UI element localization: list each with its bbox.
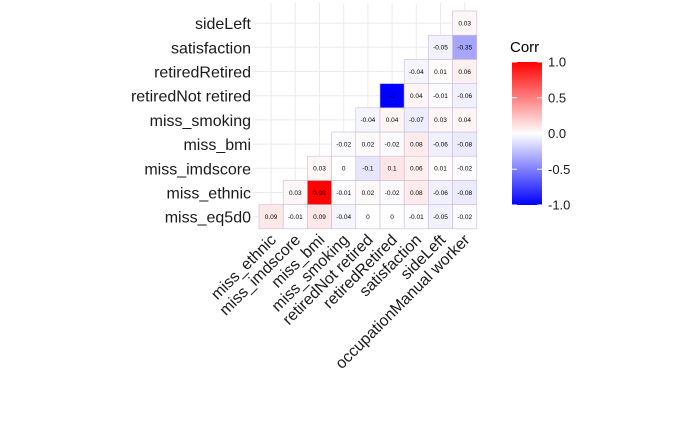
cell-value-label: 0 <box>342 166 346 173</box>
row-label: miss_ethnic <box>167 186 251 203</box>
cell-value-label: -0.06 <box>433 141 448 148</box>
heatmap-cell <box>355 180 381 205</box>
heatmap-cell <box>452 34 478 60</box>
row-label: sideLeft <box>195 16 252 33</box>
cell-value-label: -0.04 <box>336 214 351 221</box>
cell-value-label: -0.02 <box>385 141 400 148</box>
heatmap-cell <box>428 155 453 181</box>
cell-value-label: -0.01 <box>288 214 303 221</box>
cell-value-label: 0.04 <box>458 117 471 124</box>
heatmap-cell <box>452 180 478 205</box>
cell-value-label: -0.05 <box>433 45 448 52</box>
cell-value-label: 0.04 <box>386 117 399 124</box>
row-label: retiredNot retired <box>131 89 251 106</box>
cell-value-label: 0.03 <box>313 166 326 173</box>
cell-value-label: -0.02 <box>457 214 472 221</box>
cell-value-label: -0.04 <box>360 117 375 124</box>
heatmap-cell <box>452 107 478 133</box>
cell-value-label: -0.01 <box>336 190 351 197</box>
cell-value-label: 0.06 <box>458 69 471 76</box>
cell-value-label: -0.35 <box>457 45 472 52</box>
cell-value-label: 0.99 <box>313 190 326 197</box>
cell-value-label: 0.09 <box>313 214 326 221</box>
cell-value-label: -0.02 <box>385 190 400 197</box>
heatmap-cell <box>331 155 357 181</box>
heatmap-cells: 0.09 -0.01 0.09 -0.04 0 0 -0.01 -0.05 -0.02 0.03 0… <box>258 10 478 230</box>
column-labels: miss_ethnicmiss_imdscoremiss_bmimiss_smo… <box>208 231 474 372</box>
cell-value-label: 0.03 <box>458 20 471 27</box>
heatmap-cell <box>428 204 453 230</box>
heatmap-cell <box>307 155 332 181</box>
cell-value-label: 0 <box>366 214 370 221</box>
row-label: retiredRetired <box>154 65 251 82</box>
cell-value-label: -0.08 <box>457 190 472 197</box>
heatmap-cell <box>355 204 381 230</box>
color-legend: Corr 1.0 0.5 0.0 -0.5 -1.0 <box>510 39 570 213</box>
cell-value-label: -0.02 <box>336 141 351 148</box>
cell-value-label: -0.01 <box>409 214 424 221</box>
heatmap-cell <box>428 59 453 84</box>
row-label: satisfaction <box>171 40 251 57</box>
cell-value-label: 0.08 <box>410 141 423 148</box>
cell-value-label: -0.08 <box>457 141 472 148</box>
row-label: miss_imdscore <box>144 161 251 178</box>
cell-value-label: 0 <box>390 214 394 221</box>
heatmap-cell <box>452 131 478 157</box>
cell-value-label: 0.03 <box>289 190 302 197</box>
cell-value-label: -0.02 <box>457 166 472 173</box>
legend-tick-label: 0.5 <box>548 90 566 105</box>
cell-value-label: 0.01 <box>434 166 447 173</box>
row-label: miss_eq5d0 <box>165 210 251 227</box>
cell-value-label: 0.02 <box>362 190 375 197</box>
heatmap-cell <box>452 10 478 36</box>
heatmap-cell <box>331 204 357 230</box>
row-labels: sideLeft satisfaction retiredRetired retire… <box>131 16 252 227</box>
cell-value-label: 0.01 <box>434 69 447 76</box>
cell-value-label: 0.06 <box>410 166 423 173</box>
row-label: miss_bmi <box>183 137 251 154</box>
heatmap-cell <box>379 155 405 181</box>
heatmap-cell <box>403 180 429 205</box>
cell-value-label: -0.05 <box>433 214 448 221</box>
cell-value-label: 0.02 <box>362 141 375 148</box>
cell-value-label: -0.07 <box>409 117 424 124</box>
cell-value-label: -0.01 <box>433 93 448 100</box>
legend-title: Corr <box>510 39 539 56</box>
heatmap-cell <box>379 180 405 205</box>
legend-tick-label: -0.5 <box>548 162 570 177</box>
cell-value-label: -1 <box>389 93 395 100</box>
cell-value-label: 0.04 <box>410 93 423 100</box>
cell-value-label: -0.04 <box>409 69 424 76</box>
cell-value-label: -0.06 <box>457 93 472 100</box>
heatmap-cell <box>452 204 478 230</box>
heatmap-cell <box>355 155 381 181</box>
heatmap-cell <box>379 107 405 133</box>
cell-value-label: 0.08 <box>410 190 423 197</box>
heatmap-cell <box>428 34 453 60</box>
heatmap-cell <box>282 180 308 205</box>
cell-value-label: 0.1 <box>388 166 397 173</box>
legend-tick-label: 0.0 <box>548 126 566 141</box>
legend-tick-label: 1.0 <box>548 55 566 70</box>
legend-ticks: 1.0 0.5 0.0 -0.5 -1.0 <box>512 55 570 213</box>
cell-value-label: 0.09 <box>265 214 278 221</box>
legend-tick-label: -1.0 <box>548 198 570 213</box>
cell-value-label: -0.06 <box>433 190 448 197</box>
heatmap-cell <box>331 180 357 205</box>
heatmap-cell <box>428 83 453 109</box>
heatmap-cell <box>331 131 357 157</box>
cell-value-label: 0.03 <box>434 117 447 124</box>
heatmap-cell <box>452 83 478 109</box>
row-label: miss_smoking <box>150 113 251 130</box>
heatmap-cell <box>307 204 332 230</box>
heatmap-cell <box>379 83 405 109</box>
heatmap-cell <box>379 131 405 157</box>
cell-value-label: -0.1 <box>362 166 374 173</box>
